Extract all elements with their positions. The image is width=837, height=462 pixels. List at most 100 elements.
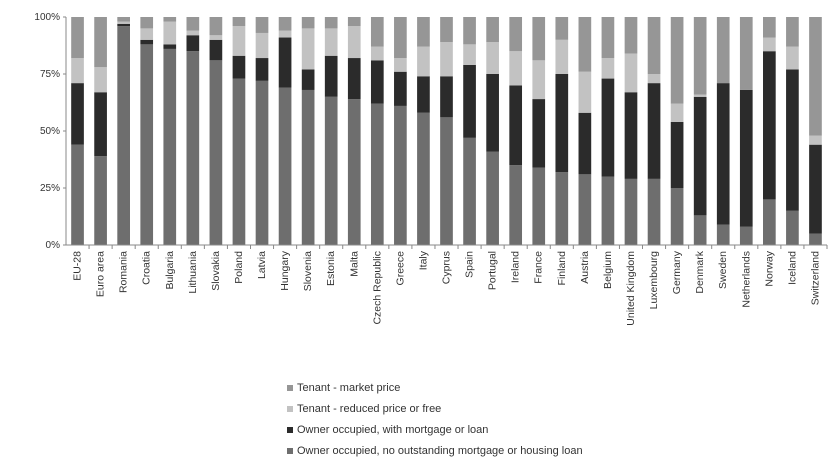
bar-segment — [509, 51, 523, 86]
bar-segment — [532, 99, 546, 168]
bar-segment — [232, 55, 246, 79]
bar-segment — [601, 176, 615, 245]
bar-segment — [417, 112, 430, 245]
bar-segment — [117, 26, 130, 246]
legend-swatch — [287, 426, 293, 433]
bar-segment — [163, 21, 177, 45]
bar-segment — [71, 17, 84, 59]
x-tick-label: Sweden — [717, 251, 729, 289]
x-tick-label: Belgium — [602, 251, 614, 289]
bar-segment — [278, 30, 292, 38]
bar-segment — [509, 17, 523, 52]
bar-segment — [555, 74, 569, 173]
bar-segment — [94, 92, 107, 157]
y-tick-label: 75% — [40, 69, 60, 80]
bar-segment — [463, 137, 476, 245]
bar-segment — [370, 46, 384, 61]
x-tick-label: Germany — [671, 250, 683, 294]
x-tick-label: Ireland — [510, 251, 522, 283]
y-tick-label: 50% — [40, 126, 60, 137]
bar-segment — [739, 17, 753, 90]
x-tick-label: Denmark — [694, 250, 706, 293]
bar-segment — [809, 144, 822, 234]
bar-segment — [186, 17, 200, 31]
bar-segment — [532, 60, 546, 100]
bar-segment — [578, 112, 592, 175]
bar-segment — [440, 76, 453, 118]
bar-segment — [370, 103, 384, 245]
bar-segment — [509, 165, 523, 245]
x-tick-label: Latvia — [256, 251, 268, 279]
bar-segment — [255, 80, 269, 245]
bar-segment — [117, 21, 130, 24]
bar-segment — [440, 42, 453, 77]
x-tick-label: Bulgaria — [164, 251, 176, 290]
bar-segment — [693, 94, 707, 97]
bar-segment — [624, 92, 638, 179]
legend-label: Tenant - reduced price or free — [297, 402, 442, 415]
x-tick-label: Cyprus — [441, 251, 453, 284]
bar-segment — [255, 32, 269, 59]
bar-segment — [463, 64, 476, 138]
x-tick-label: Greece — [394, 251, 406, 286]
bar-segment — [140, 28, 154, 40]
bar-segment — [786, 210, 799, 245]
bar-segment — [94, 17, 107, 68]
bar-segment — [624, 178, 638, 245]
bar-segment — [763, 199, 776, 245]
bar-segment — [301, 69, 315, 90]
bar-segment — [186, 51, 200, 246]
bar-segment — [809, 17, 822, 136]
x-tick-label: Iceland — [786, 251, 798, 285]
bar-segment — [255, 17, 269, 33]
x-tick-label: Spain — [464, 251, 476, 278]
bar-segment — [463, 17, 476, 45]
bar-segment — [693, 17, 707, 95]
x-tick-label: Slovenia — [302, 251, 314, 291]
bar-segment — [301, 89, 315, 246]
bar-segment — [786, 17, 799, 47]
bar-segment — [509, 85, 523, 166]
bar-segment — [716, 224, 730, 245]
bars — [71, 17, 822, 246]
legend-item-owner-outright: Owner occupied, no outstanding mortgage … — [287, 440, 707, 461]
bar-segment — [232, 17, 246, 27]
bar-segment — [163, 48, 177, 245]
bar-segment — [117, 17, 130, 22]
x-tick-label: Switzerland — [809, 251, 821, 305]
bar-segment — [809, 135, 822, 145]
bar-segment — [278, 87, 292, 246]
bar-segment — [440, 17, 453, 43]
bar-segment — [763, 17, 776, 38]
x-tick-label: Croatia — [141, 251, 153, 285]
bar-segment — [532, 17, 546, 61]
bar-segment — [578, 174, 592, 245]
bar-segment — [670, 121, 684, 188]
y-tick-label: 25% — [40, 183, 60, 194]
bar-segment — [809, 233, 822, 245]
bar-segment — [347, 99, 361, 245]
bar-segment — [693, 215, 707, 245]
bar-segment — [232, 26, 246, 56]
legend-item-owner-mortgage: Owner occupied, with mortgage or loan — [287, 419, 707, 440]
bar-segment — [186, 35, 200, 52]
bar-segment — [140, 39, 154, 45]
bar-segment — [578, 71, 592, 113]
bar-segment — [278, 37, 292, 88]
bar-segment — [716, 17, 730, 84]
bar-segment — [647, 83, 661, 179]
x-tick-label: Slovakia — [210, 251, 222, 291]
bar-segment — [140, 17, 154, 29]
bar-segment — [601, 17, 615, 59]
bar-segment — [370, 17, 384, 47]
bar-segment — [347, 58, 361, 100]
bar-segment — [716, 83, 730, 225]
bar-segment — [347, 17, 361, 27]
bar-segment — [94, 156, 107, 245]
bar-segment — [71, 144, 84, 245]
bar-segment — [555, 39, 569, 74]
bar-segment — [786, 46, 799, 70]
bar-segment — [324, 28, 338, 56]
bar-segment — [555, 17, 569, 40]
y-tick-label: 100% — [34, 12, 60, 23]
